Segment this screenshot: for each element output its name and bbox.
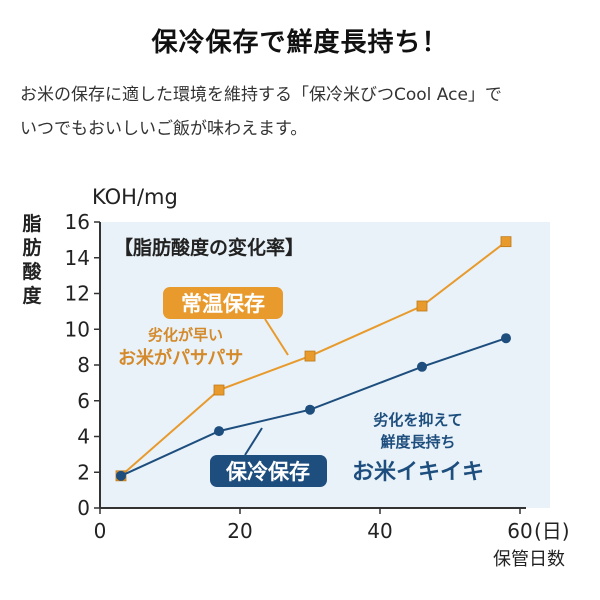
x-tick-label: 60	[507, 519, 532, 543]
cold-note-2: 鮮度長持ち	[380, 433, 455, 451]
room-temp-note-2: お米がパサパサ	[118, 347, 243, 369]
description-line-1: お米の保存に適した環境を維持する「保冷米びつCool Ace」で	[20, 85, 502, 105]
y-tick-label: 0	[77, 496, 90, 520]
axes: 0 2 4 6 8 10 12 14 16 0 20 40 60 (日) 保管日数 【脂肪酸度の変化率】	[65, 210, 570, 570]
room-temp-label: 常温保存	[181, 292, 265, 316]
x-axis-label: 保管日数	[493, 549, 565, 570]
description-line-2: いつでもおいしいご飯が味わえます。	[20, 119, 308, 139]
data-point	[116, 470, 126, 481]
x-tick-label: 20	[227, 519, 252, 543]
y-tick-label: 10	[65, 317, 90, 341]
data-point	[500, 236, 512, 248]
series-lines	[115, 236, 512, 482]
y-tick-label: 12	[65, 282, 90, 306]
y-axis-label: 脂肪酸度	[22, 213, 42, 307]
y-axis-unit: KOH/mg	[92, 185, 178, 209]
y-tick-label: 16	[65, 210, 90, 234]
room-temp-note-1: 劣化が早い	[148, 326, 223, 344]
cold-label: 保冷保存	[225, 460, 310, 484]
data-point	[305, 404, 315, 415]
description: お米の保存に適した環境を維持する「保冷米びつCool Ace」で いつでもおいし…	[20, 78, 585, 146]
data-point	[214, 426, 224, 437]
data-point	[213, 384, 225, 396]
cold-badge	[210, 455, 327, 487]
room-temp-badge	[163, 287, 283, 319]
y-tick-label: 8	[77, 353, 90, 377]
y-tick-label: 14	[65, 246, 90, 270]
cold-note-3: お米イキイキ	[352, 460, 484, 485]
data-point	[417, 361, 427, 372]
data-point	[416, 300, 428, 312]
y-tick-label: 4	[77, 425, 90, 449]
room-temp-pointer	[264, 318, 289, 356]
cold-note-1: 劣化を抑えて	[373, 411, 462, 429]
data-point	[501, 333, 511, 344]
x-axis-unit: (日)	[534, 519, 570, 543]
y-tick-label: 6	[77, 389, 90, 413]
y-tick-label: 2	[77, 460, 90, 484]
x-tick-label: 0	[94, 519, 107, 543]
page-title: 保冷保存で鮮度長持ち！	[151, 28, 449, 58]
cold-pointer	[244, 427, 263, 456]
chart-title: 【脂肪酸度の変化率】	[114, 236, 304, 259]
x-tick-label: 40	[367, 519, 392, 543]
data-point	[304, 350, 316, 362]
